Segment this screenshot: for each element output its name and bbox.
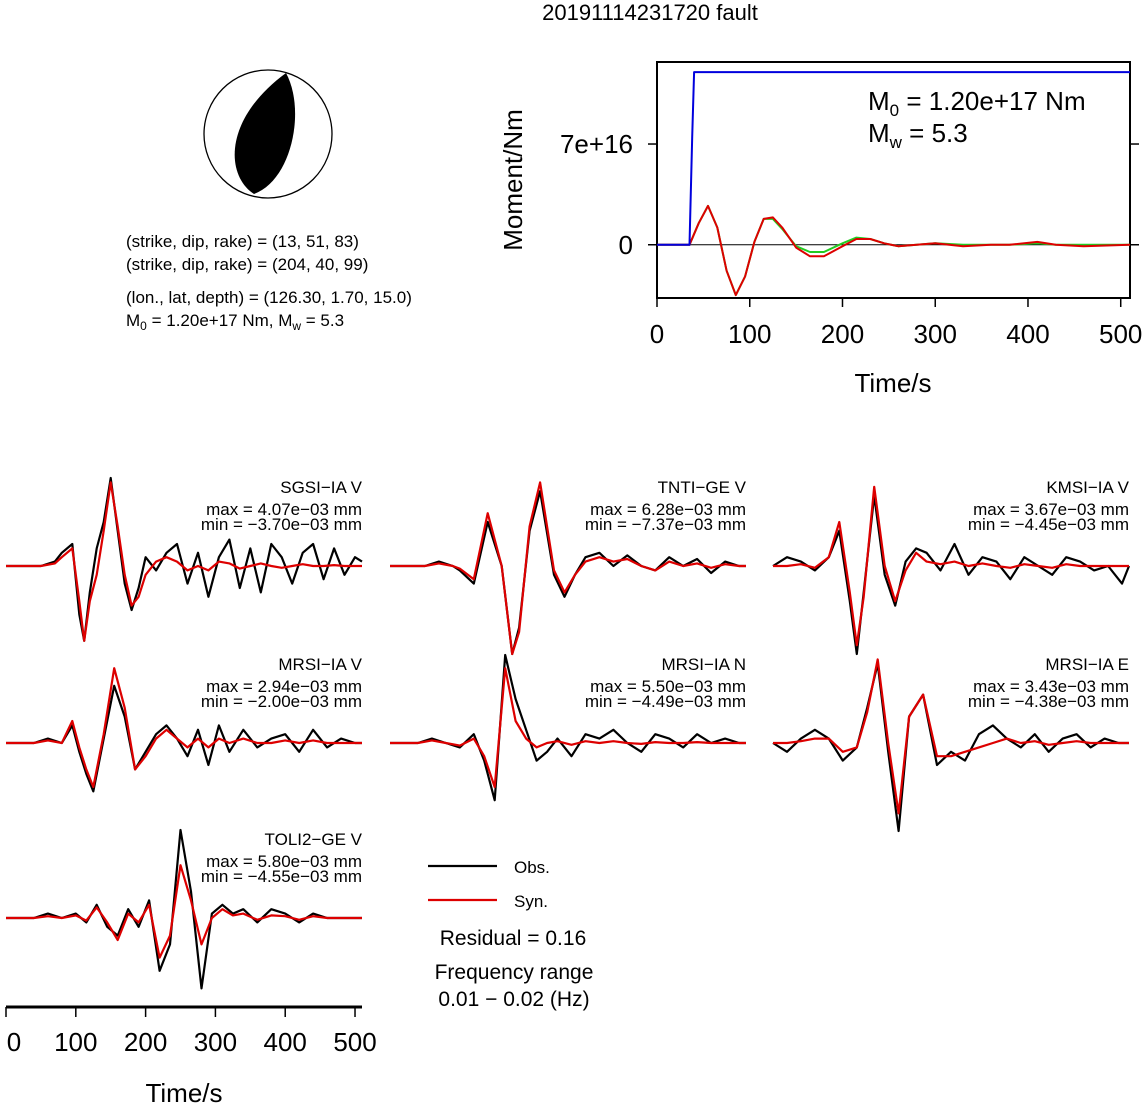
stf-mw-sub: w	[889, 133, 903, 152]
stf-m0-annotation: M0 = 1.20e+17 Nm	[868, 86, 1086, 120]
stf-mw-annotation: Mw = 5.3	[868, 118, 968, 152]
min-amplitude-label: min = −4.45e−03 mm	[968, 515, 1129, 534]
min-amplitude-label: min = −4.38e−03 mm	[968, 692, 1129, 711]
observed-trace	[772, 494, 1131, 656]
residual-text: Residual = 0.16	[440, 927, 587, 950]
stf-m0-sub: 0	[890, 101, 899, 120]
stf-plot-frame	[656, 61, 1131, 299]
info-location: (lon., lat, depth) = (126.30, 1.70, 15.0…	[126, 288, 412, 307]
beachball-compression-lobe	[234, 73, 296, 194]
max-amplitude-label: max = 2.94e−03 mm	[206, 677, 362, 696]
station-label: TNTI−GE V	[658, 478, 747, 497]
info-mw-sub: w	[291, 319, 301, 333]
min-amplitude-label: min = −7.37e−03 mm	[585, 515, 746, 534]
synthetic-trace	[6, 864, 362, 959]
stf-x-tick-label: 100	[728, 319, 771, 349]
max-amplitude-label: max = 3.43e−03 mm	[973, 677, 1129, 696]
min-amplitude-label: min = −3.70e−03 mm	[201, 515, 362, 534]
stf-m0-symbol: M	[868, 86, 890, 116]
observed-trace	[772, 662, 1129, 833]
synthetic-trace	[390, 667, 746, 789]
frequency-range-value: 0.01 − 0.02 (Hz)	[438, 988, 589, 1011]
stf-x-tick-label: 0	[650, 319, 664, 349]
station-label: TOLI2−GE V	[265, 830, 363, 849]
max-amplitude-label: max = 6.28e−03 mm	[590, 500, 746, 519]
observed-trace	[390, 653, 746, 802]
max-amplitude-label: max = 5.50e−03 mm	[590, 677, 746, 696]
station-label: MRSI−IA V	[278, 655, 362, 674]
stf-green-line	[657, 204, 1130, 297]
max-amplitude-label: max = 3.67e−03 mm	[973, 500, 1129, 519]
waveform-x-tick-label: 400	[264, 1027, 307, 1057]
legend-syn-label: Syn.	[514, 892, 548, 911]
info-moment-sub: 0	[140, 319, 147, 333]
beachball	[203, 69, 333, 199]
observed-trace	[390, 490, 746, 656]
stf-mw-value: = 5.3	[902, 118, 968, 148]
synthetic-trace	[6, 667, 362, 789]
stf-x-tick-label: 400	[1006, 319, 1049, 349]
waveform-x-tick-label: 200	[124, 1027, 167, 1057]
stf-red-line	[657, 204, 1131, 297]
figure-title: 20191114231720 fault	[542, 0, 758, 25]
waveform-x-label: Time/s	[145, 1078, 222, 1104]
station-label: MRSI−IA N	[661, 655, 746, 674]
legend: Obs. Syn. Residual = 0.16 Frequency rang…	[428, 858, 593, 1011]
stf-m0-value: = 1.20e+17 Nm	[899, 86, 1085, 116]
waveform-x-tick-label: 500	[333, 1027, 376, 1057]
synthetic-trace	[390, 481, 746, 656]
info-mw-value: = 5.3	[301, 311, 344, 330]
stf-mw-symbol: M	[868, 118, 890, 148]
station-label: MRSI−IA E	[1045, 655, 1129, 674]
source-info: (strike, dip, rake) = (13, 51, 83) (stri…	[126, 232, 412, 333]
info-moment-value: = 1.20e+17 Nm, M	[147, 311, 293, 330]
stf-y-tick-label: 7e+16	[560, 129, 633, 159]
max-amplitude-label: max = 5.80e−03 mm	[206, 852, 362, 871]
min-amplitude-label: min = −4.49e−03 mm	[585, 692, 746, 711]
stf-x-tick-label: 500	[1099, 319, 1142, 349]
station-label: SGSI−IA V	[280, 478, 362, 497]
info-moment-symbol: M	[126, 311, 140, 330]
synthetic-trace	[6, 481, 362, 642]
synthetic-trace	[773, 658, 1129, 815]
stf-y-label: Moment/Nm	[498, 109, 528, 251]
info-plane1: (strike, dip, rake) = (13, 51, 83)	[126, 232, 359, 251]
waveform-x-tick-label: 100	[54, 1027, 97, 1057]
station-label: KMSI−IA V	[1046, 478, 1129, 497]
frequency-range-label: Frequency range	[435, 961, 594, 984]
synthetic-trace	[773, 485, 1129, 647]
min-amplitude-label: min = −2.00e−03 mm	[201, 692, 362, 711]
stf-x-tick-label: 200	[821, 319, 864, 349]
stf-marks: 0 100 200 300 400 500 0 7e+16	[560, 71, 1142, 349]
min-amplitude-label: min = −4.55e−03 mm	[201, 867, 362, 886]
cumulative-moment-line	[657, 71, 1130, 246]
info-moment: M0 = 1.20e+17 Nm, Mw = 5.3	[126, 311, 344, 333]
waveform-time-axis: Time/s 0 100 200 300 400 500	[5, 1005, 377, 1104]
waveform-x-tick-label: 0	[7, 1027, 21, 1057]
waveform-x-tick-label: 300	[194, 1027, 237, 1057]
stf-y-tick-label: 0	[619, 230, 633, 260]
max-amplitude-label: max = 4.07e−03 mm	[206, 500, 362, 519]
info-plane2: (strike, dip, rake) = (204, 40, 99)	[126, 255, 368, 274]
stf-x-label: Time/s	[854, 368, 931, 398]
stf-x-tick-label: 300	[914, 319, 957, 349]
legend-obs-label: Obs.	[514, 858, 550, 877]
